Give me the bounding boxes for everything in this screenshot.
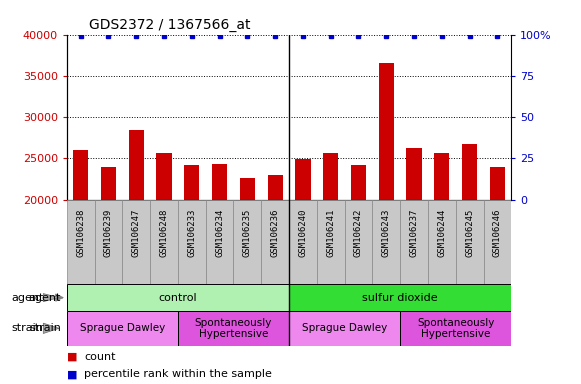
Text: Spontaneously
Hypertensive: Spontaneously Hypertensive: [195, 318, 272, 339]
Bar: [289, 200, 317, 284]
Text: GSM106237: GSM106237: [410, 208, 418, 257]
Bar: [407, 149, 422, 200]
Bar: [128, 129, 144, 200]
Text: GSM106235: GSM106235: [243, 208, 252, 257]
Bar: [67, 311, 178, 346]
Text: sulfur dioxide: sulfur dioxide: [363, 293, 438, 303]
Text: GSM106244: GSM106244: [437, 208, 446, 257]
Text: GSM106247: GSM106247: [132, 208, 141, 257]
Bar: [400, 200, 428, 284]
Text: GSM106248: GSM106248: [160, 208, 168, 257]
Bar: [123, 200, 150, 284]
Text: GSM106236: GSM106236: [271, 208, 279, 257]
Bar: [73, 150, 88, 200]
Bar: [206, 200, 234, 284]
Text: percentile rank within the sample: percentile rank within the sample: [84, 369, 272, 379]
Bar: [372, 200, 400, 284]
Text: GSM106238: GSM106238: [76, 208, 85, 257]
Bar: [67, 200, 95, 284]
Bar: [456, 200, 483, 284]
Bar: [178, 311, 289, 346]
Bar: [178, 200, 206, 284]
Text: strain: strain: [29, 323, 61, 333]
Text: Spontaneously
Hypertensive: Spontaneously Hypertensive: [417, 318, 494, 339]
Bar: [234, 200, 261, 284]
Bar: [240, 178, 255, 200]
Text: strain: strain: [12, 323, 44, 333]
Text: GSM106246: GSM106246: [493, 208, 502, 257]
Text: ■: ■: [67, 369, 77, 379]
Text: agent: agent: [28, 293, 61, 303]
Text: GSM106241: GSM106241: [326, 208, 335, 257]
Bar: [345, 200, 372, 284]
Bar: [101, 167, 116, 200]
Bar: [462, 144, 477, 200]
Bar: [434, 152, 450, 200]
Text: count: count: [84, 352, 116, 362]
Text: Sprague Dawley: Sprague Dawley: [302, 323, 387, 333]
Polygon shape: [44, 293, 59, 302]
Bar: [184, 165, 199, 200]
Bar: [490, 167, 505, 200]
Text: GSM106233: GSM106233: [187, 208, 196, 257]
Text: Sprague Dawley: Sprague Dawley: [80, 323, 165, 333]
Text: GSM106245: GSM106245: [465, 208, 474, 257]
Text: GSM106239: GSM106239: [104, 208, 113, 257]
Bar: [483, 200, 511, 284]
Text: GSM106243: GSM106243: [382, 208, 391, 257]
Bar: [351, 165, 366, 200]
Bar: [379, 63, 394, 200]
Bar: [289, 311, 400, 346]
Text: GSM106234: GSM106234: [215, 208, 224, 257]
Text: GDS2372 / 1367566_at: GDS2372 / 1367566_at: [89, 18, 250, 32]
Bar: [400, 311, 511, 346]
Bar: [95, 200, 123, 284]
Bar: [261, 200, 289, 284]
Bar: [289, 284, 511, 311]
Bar: [156, 152, 171, 200]
Text: GSM106240: GSM106240: [299, 208, 307, 257]
Polygon shape: [44, 323, 59, 333]
Text: GSM106242: GSM106242: [354, 208, 363, 257]
Text: ■: ■: [67, 352, 77, 362]
Bar: [428, 200, 456, 284]
Bar: [150, 200, 178, 284]
Bar: [323, 152, 338, 200]
Text: control: control: [159, 293, 197, 303]
Text: agent: agent: [12, 293, 44, 303]
Bar: [267, 175, 283, 200]
Bar: [212, 164, 227, 200]
Bar: [67, 284, 289, 311]
Bar: [317, 200, 345, 284]
Bar: [295, 159, 311, 200]
